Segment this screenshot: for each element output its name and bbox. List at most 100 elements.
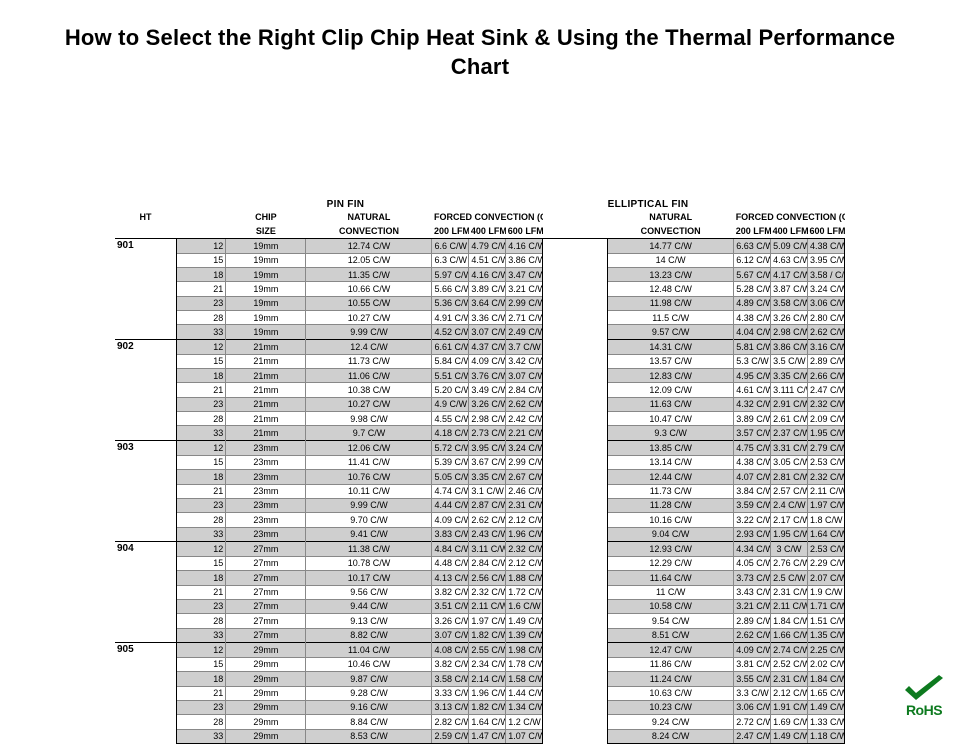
table-row: 2323mm9.99 C/W4.44 C/W2.87 C/W2.31 C/W11… <box>115 498 845 512</box>
cell-chip: 29mm <box>226 700 306 714</box>
table-row: 1819mm11.35 C/W5.97 C/W4.16 C/W3.47 C/W1… <box>115 268 845 282</box>
cell-ell-600: 1.9 C/W <box>808 585 845 599</box>
cell-ell-200: 3.59 C/W <box>734 498 771 512</box>
cell-group: 21 <box>176 484 226 498</box>
ht-label <box>115 556 176 570</box>
cell-ell-400: 3.5 C/W <box>771 354 808 368</box>
cell-ell-600: 1.51 C/W <box>808 614 845 628</box>
table-row: 1529mm10.46 C/W3.82 C/W2.34 C/W1.78 C/W1… <box>115 657 845 671</box>
cell-ell-nat: 11.73 C/W <box>608 484 734 498</box>
cell-pin-600: 2.21 C/W <box>506 426 543 440</box>
cell-pin-200: 3.82 C/W <box>432 657 469 671</box>
cell-pin-nat: 11.06 C/W <box>306 369 432 383</box>
cell-pin-600: 1.88 C/W <box>506 571 543 585</box>
table-row: 9031223mm12.06 C/W5.72 C/W3.95 C/W3.24 C… <box>115 440 845 455</box>
cell-chip: 27mm <box>226 628 306 642</box>
cell-ell-600: 1.97 C/W <box>808 498 845 512</box>
cell-ell-nat: 12.83 C/W <box>608 369 734 383</box>
cell-pin-nat: 11.38 C/W <box>306 541 432 556</box>
cell-group: 12 <box>176 541 226 556</box>
cell-group: 15 <box>176 556 226 570</box>
cell-ell-400: 4.17 C/W <box>771 268 808 282</box>
ht-label: 904 <box>115 541 176 556</box>
ht-label <box>115 282 176 296</box>
cell-group: 21 <box>176 585 226 599</box>
ht-label <box>115 354 176 368</box>
cell-ell-200: 4.34 C/W <box>734 541 771 556</box>
cell-ell-200: 5.81 C/W <box>734 339 771 354</box>
table-row: 2829mm8.84 C/W2.82 C/W1.64 C/W1.2 C/W9.2… <box>115 715 845 729</box>
cell-chip: 19mm <box>226 238 306 253</box>
cell-pin-200: 4.13 C/W <box>432 571 469 585</box>
cell-pin-600: 2.99 C/W <box>506 455 543 469</box>
cell-pin-600: 1.98 C/W <box>506 642 543 657</box>
cell-ell-600: 3.58 / C/W <box>808 268 845 282</box>
cell-pin-600: 1.6 C/W <box>506 599 543 613</box>
ht-label: 902 <box>115 339 176 354</box>
ht-label <box>115 484 176 498</box>
cell-ell-600: 2.25 C/W <box>808 642 845 657</box>
cell-group: 33 <box>176 729 226 743</box>
cell-ell-200: 5.3 C/W <box>734 354 771 368</box>
cell-group: 23 <box>176 296 226 310</box>
cell-pin-600: 3.47 C/W <box>506 268 543 282</box>
cell-ell-200: 3.57 C/W <box>734 426 771 440</box>
cell-pin-200: 2.59 C/W <box>432 729 469 743</box>
table-row: 1821mm11.06 C/W5.51 C/W3.76 C/W3.07 C/W1… <box>115 369 845 383</box>
cell-ell-600: 3.16 C/W <box>808 339 845 354</box>
cell-pin-nat: 11.73 C/W <box>306 354 432 368</box>
cell-ell-400: 2.52 C/W <box>771 657 808 671</box>
cell-pin-nat: 9.16 C/W <box>306 700 432 714</box>
cell-ell-200: 4.32 C/W <box>734 397 771 411</box>
cell-chip: 29mm <box>226 729 306 743</box>
cell-pin-nat: 8.84 C/W <box>306 715 432 729</box>
cell-pin-600: 2.46 C/W <box>506 484 543 498</box>
ht-label: 901 <box>115 238 176 253</box>
cell-chip: 23mm <box>226 513 306 527</box>
cell-ell-400: 1.95 C/W <box>771 527 808 541</box>
cell-pin-400: 1.96 C/W <box>469 686 506 700</box>
cell-group: 15 <box>176 354 226 368</box>
ht-label <box>115 412 176 426</box>
cell-group: 21 <box>176 282 226 296</box>
cell-group: 15 <box>176 253 226 267</box>
cell-ell-200: 4.75 C/W <box>734 440 771 455</box>
cell-ell-nat: 12.29 C/W <box>608 556 734 570</box>
col-natural-e: NATURAL <box>608 210 734 224</box>
cell-ell-nat: 8.51 C/W <box>608 628 734 642</box>
cell-pin-200: 4.9 C/W <box>432 397 469 411</box>
cell-pin-200: 3.07 C/W <box>432 628 469 642</box>
cell-ell-400: 3.86 C/W <box>771 339 808 354</box>
cell-ell-200: 3.22 C/W <box>734 513 771 527</box>
col-200lfm-e: 200 LFM <box>734 224 771 238</box>
cell-ell-400: 2.81 C/W <box>771 470 808 484</box>
cell-group: 18 <box>176 268 226 282</box>
cell-ell-200: 4.38 C/W <box>734 455 771 469</box>
cell-group: 33 <box>176 527 226 541</box>
col-forced-p: FORCED CONVECTION (C/W) <box>432 210 543 224</box>
rohs-badge: RoHS <box>898 674 950 718</box>
ht-label <box>115 585 176 599</box>
table-row: 3323mm9.41 C/W3.83 C/W2.43 C/W1.96 C/W9.… <box>115 527 845 541</box>
cell-chip: 21mm <box>226 369 306 383</box>
cell-ell-nat: 10.47 C/W <box>608 412 734 426</box>
ht-label <box>115 311 176 325</box>
table-row: 9041227mm11.38 C/W4.84 C/W3.11 C/W2.32 C… <box>115 541 845 556</box>
cell-pin-600: 1.34 C/W <box>506 700 543 714</box>
col-400lfm-p: 400 LFM <box>469 224 506 238</box>
cell-pin-400: 2.43 C/W <box>469 527 506 541</box>
cell-ell-nat: 10.58 C/W <box>608 599 734 613</box>
cell-ell-400: 1.49 C/W <box>771 729 808 743</box>
cell-ell-nat: 13.57 C/W <box>608 354 734 368</box>
cell-chip: 21mm <box>226 383 306 397</box>
table-row: 2129mm9.28 C/W3.33 C/W1.96 C/W1.44 C/W10… <box>115 686 845 700</box>
cell-pin-200: 6.61 C/W <box>432 339 469 354</box>
cell-pin-400: 3.64 C/W <box>469 296 506 310</box>
cell-pin-200: 3.58 C/W <box>432 672 469 686</box>
ht-label <box>115 397 176 411</box>
cell-ell-600: 2.62 C/W <box>808 325 845 339</box>
cell-ell-200: 4.09 C/W <box>734 642 771 657</box>
cell-ell-400: 2.76 C/W <box>771 556 808 570</box>
cell-ell-600: 2.47 C/W <box>808 383 845 397</box>
cell-pin-nat: 11.35 C/W <box>306 268 432 282</box>
